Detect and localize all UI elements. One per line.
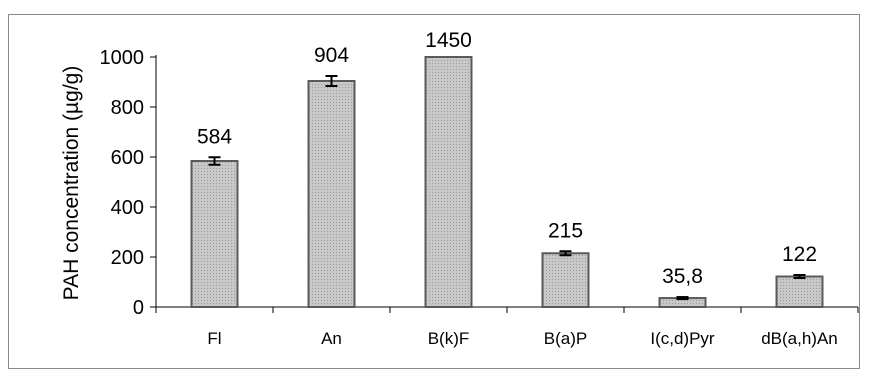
x-tick-label: B(k)F [428, 329, 470, 348]
chart-marks: 0 200 400 600 800 1000 584 Fl 904 An 1450 B(k)F 215 B… [100, 29, 859, 348]
y-tick-label: 200 [111, 247, 144, 269]
data-label: 1450 [425, 29, 472, 52]
x-tick-label: B(a)P [544, 329, 587, 348]
bar [190, 160, 239, 308]
y-tick-label: 800 [111, 97, 144, 119]
x-tick-label: Fl [207, 329, 221, 348]
data-label: 122 [782, 243, 817, 266]
y-tick-label: 600 [111, 147, 144, 169]
bar [307, 80, 356, 308]
data-label: 35,8 [662, 265, 703, 288]
x-tick-label: I(c,d)Pyr [650, 329, 715, 348]
data-label: 584 [197, 125, 232, 148]
data-label: 215 [548, 219, 583, 242]
y-tick-label: 1000 [100, 47, 145, 69]
data-label: 904 [314, 44, 349, 67]
bar [541, 252, 590, 308]
y-tick-label: 400 [111, 197, 144, 219]
x-tick-label: An [321, 329, 342, 348]
x-tick-label: dB(a,h)An [761, 329, 838, 348]
bar [775, 275, 824, 308]
bar [424, 56, 473, 308]
y-tick-label: 0 [133, 297, 144, 319]
y-axis-title: PAH concentration (µg/g) [60, 66, 83, 301]
